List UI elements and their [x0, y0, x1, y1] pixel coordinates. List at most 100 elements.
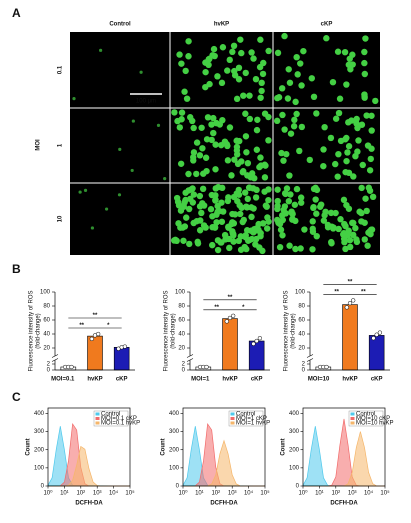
cell: [350, 173, 357, 180]
cell: [310, 93, 318, 101]
cell: [182, 189, 189, 196]
cell: [298, 82, 305, 89]
cell: [214, 73, 221, 80]
cell: [361, 91, 368, 98]
cell: [345, 119, 352, 126]
cell: [233, 190, 240, 197]
cell: [156, 123, 161, 127]
cell: [346, 55, 353, 62]
legend-label: Control: [356, 412, 375, 418]
cell: [340, 231, 347, 238]
cell: [237, 210, 244, 218]
cell: [265, 113, 272, 121]
cell: [313, 232, 320, 240]
y-tick-label: 0: [176, 484, 180, 490]
cell: [306, 156, 313, 164]
row-label: 1: [58, 143, 64, 147]
cell: [265, 218, 272, 225]
y-tick-label: 60: [43, 318, 50, 324]
cell: [278, 85, 286, 92]
cell: [202, 59, 209, 66]
cell: [283, 185, 291, 192]
replicate-point: [89, 336, 94, 342]
cell: [335, 225, 342, 233]
cell: [340, 196, 348, 204]
cell: [292, 98, 299, 106]
x-tick-label: 10²: [211, 491, 220, 497]
cell: [242, 69, 249, 77]
cell: [185, 170, 192, 178]
cell: [196, 192, 204, 200]
cell: [369, 193, 377, 201]
cell: [212, 197, 219, 204]
cell: [343, 157, 350, 165]
cell: [274, 205, 281, 213]
significance-label: **: [93, 313, 98, 319]
cell: [229, 229, 236, 237]
y-tick-label: 40: [178, 332, 185, 338]
y-axis-label: (fold-change): [36, 313, 42, 348]
cell: [177, 160, 185, 167]
y-axis-label: Fluorescence intensity of ROS: [29, 290, 35, 371]
cell: [243, 227, 251, 234]
cell: [280, 206, 287, 214]
cell: [281, 126, 288, 133]
replicate-point: [257, 336, 263, 341]
cell: [182, 67, 189, 75]
cell: [362, 35, 369, 42]
cell: [178, 109, 186, 116]
cell: [230, 42, 238, 50]
cell: [248, 213, 255, 221]
x-tick-label: MOI=0.1: [51, 377, 75, 383]
axis-break-mark: [186, 354, 194, 358]
cell: [358, 121, 366, 128]
cell: [225, 223, 232, 231]
y-tick-label: 20: [178, 346, 185, 352]
axis-break-mark: [306, 354, 314, 358]
cell: [356, 208, 363, 215]
y-tick-label: 40: [298, 332, 305, 338]
cell: [178, 60, 185, 67]
cell: [297, 60, 304, 67]
x-tick-label: 10³: [348, 491, 357, 497]
cell: [345, 61, 352, 68]
cell: [190, 149, 198, 156]
replicate-point: [347, 301, 353, 306]
y-tick-label: 200: [289, 447, 300, 453]
legend-label: MOI=0.1 cKP: [101, 416, 137, 422]
cell: [190, 154, 197, 161]
cell: [219, 44, 227, 51]
legend-label: MOI=0.1 hvKP: [101, 421, 140, 427]
cell: [345, 227, 352, 234]
cell: [209, 224, 216, 231]
cell: [203, 136, 211, 143]
y-tick-label: 20: [43, 346, 50, 352]
bar: [248, 340, 265, 371]
cell: [363, 207, 370, 215]
column-header: cKP: [321, 22, 333, 28]
cell: [229, 48, 236, 56]
cell: [118, 147, 122, 151]
cell: [181, 88, 188, 95]
cell: [281, 32, 288, 40]
axis-break: [307, 356, 313, 360]
cell: [261, 174, 269, 181]
column-header: hvKP: [214, 22, 229, 28]
replicate-point: [204, 364, 209, 370]
cell: [323, 35, 330, 42]
significance-label: **: [228, 295, 233, 301]
cell: [252, 194, 260, 201]
significance-label: **: [361, 289, 366, 295]
cell: [198, 124, 205, 131]
cell: [313, 110, 320, 117]
x-tick-label: 10⁴: [109, 490, 119, 497]
cell: [332, 160, 339, 168]
cell: [350, 231, 357, 239]
cell: [290, 123, 298, 130]
x-tick-label: hvKP: [87, 377, 102, 383]
y-axis-label: Fluorescence intensity of ROS: [284, 290, 290, 371]
cell: [253, 146, 261, 153]
y-axis-label: (fold-change): [171, 313, 177, 348]
cell: [288, 209, 295, 217]
